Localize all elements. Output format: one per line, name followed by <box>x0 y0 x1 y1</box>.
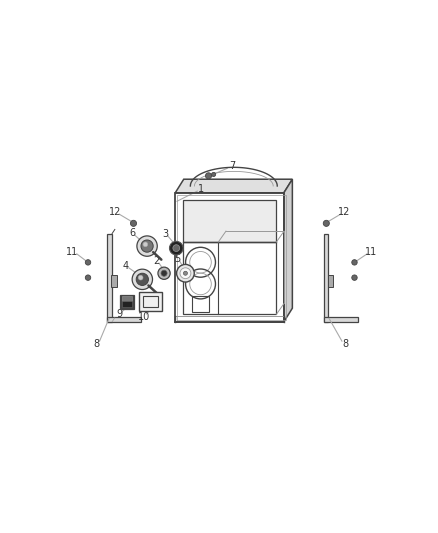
Circle shape <box>158 267 170 279</box>
Polygon shape <box>324 233 328 322</box>
Text: 10: 10 <box>138 312 150 322</box>
Polygon shape <box>175 179 293 193</box>
Text: 7: 7 <box>229 161 235 171</box>
Text: 1: 1 <box>198 184 205 193</box>
Text: 2: 2 <box>153 256 159 266</box>
Bar <box>139 292 162 311</box>
Text: 11: 11 <box>66 247 78 256</box>
Text: 9: 9 <box>116 309 122 319</box>
Bar <box>328 275 333 287</box>
Text: 6: 6 <box>129 228 135 238</box>
Circle shape <box>138 275 143 280</box>
Bar <box>120 295 134 309</box>
Circle shape <box>212 172 215 176</box>
Text: 12: 12 <box>109 207 121 217</box>
Circle shape <box>352 260 357 265</box>
Circle shape <box>85 260 91 265</box>
Circle shape <box>143 242 148 247</box>
Circle shape <box>177 264 194 282</box>
Text: 3: 3 <box>162 229 168 239</box>
Polygon shape <box>107 317 141 322</box>
Circle shape <box>132 269 152 289</box>
Polygon shape <box>107 233 112 322</box>
Polygon shape <box>183 200 276 242</box>
Text: 11: 11 <box>365 247 378 256</box>
Bar <box>191 296 209 312</box>
Text: 4: 4 <box>123 261 129 271</box>
Circle shape <box>137 236 157 256</box>
Bar <box>143 296 158 306</box>
Circle shape <box>85 275 91 280</box>
Circle shape <box>161 270 167 276</box>
Text: 8: 8 <box>342 339 348 349</box>
Circle shape <box>136 273 148 286</box>
Circle shape <box>352 275 357 280</box>
Circle shape <box>170 241 183 255</box>
Circle shape <box>180 268 191 279</box>
Circle shape <box>323 220 329 227</box>
Circle shape <box>184 271 187 275</box>
Text: 5: 5 <box>174 254 180 264</box>
Polygon shape <box>324 317 357 322</box>
Circle shape <box>173 245 180 252</box>
Circle shape <box>141 240 153 252</box>
Bar <box>122 296 132 301</box>
Text: 12: 12 <box>339 207 351 217</box>
Bar <box>111 275 117 287</box>
Bar <box>122 302 132 307</box>
Text: 8: 8 <box>93 339 99 349</box>
Polygon shape <box>284 179 293 322</box>
Circle shape <box>205 173 212 179</box>
Circle shape <box>131 220 137 227</box>
